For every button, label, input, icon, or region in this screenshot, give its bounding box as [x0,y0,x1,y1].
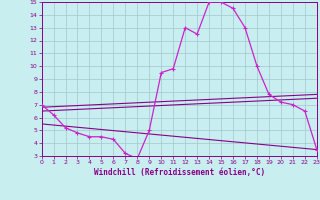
X-axis label: Windchill (Refroidissement éolien,°C): Windchill (Refroidissement éolien,°C) [94,168,265,177]
